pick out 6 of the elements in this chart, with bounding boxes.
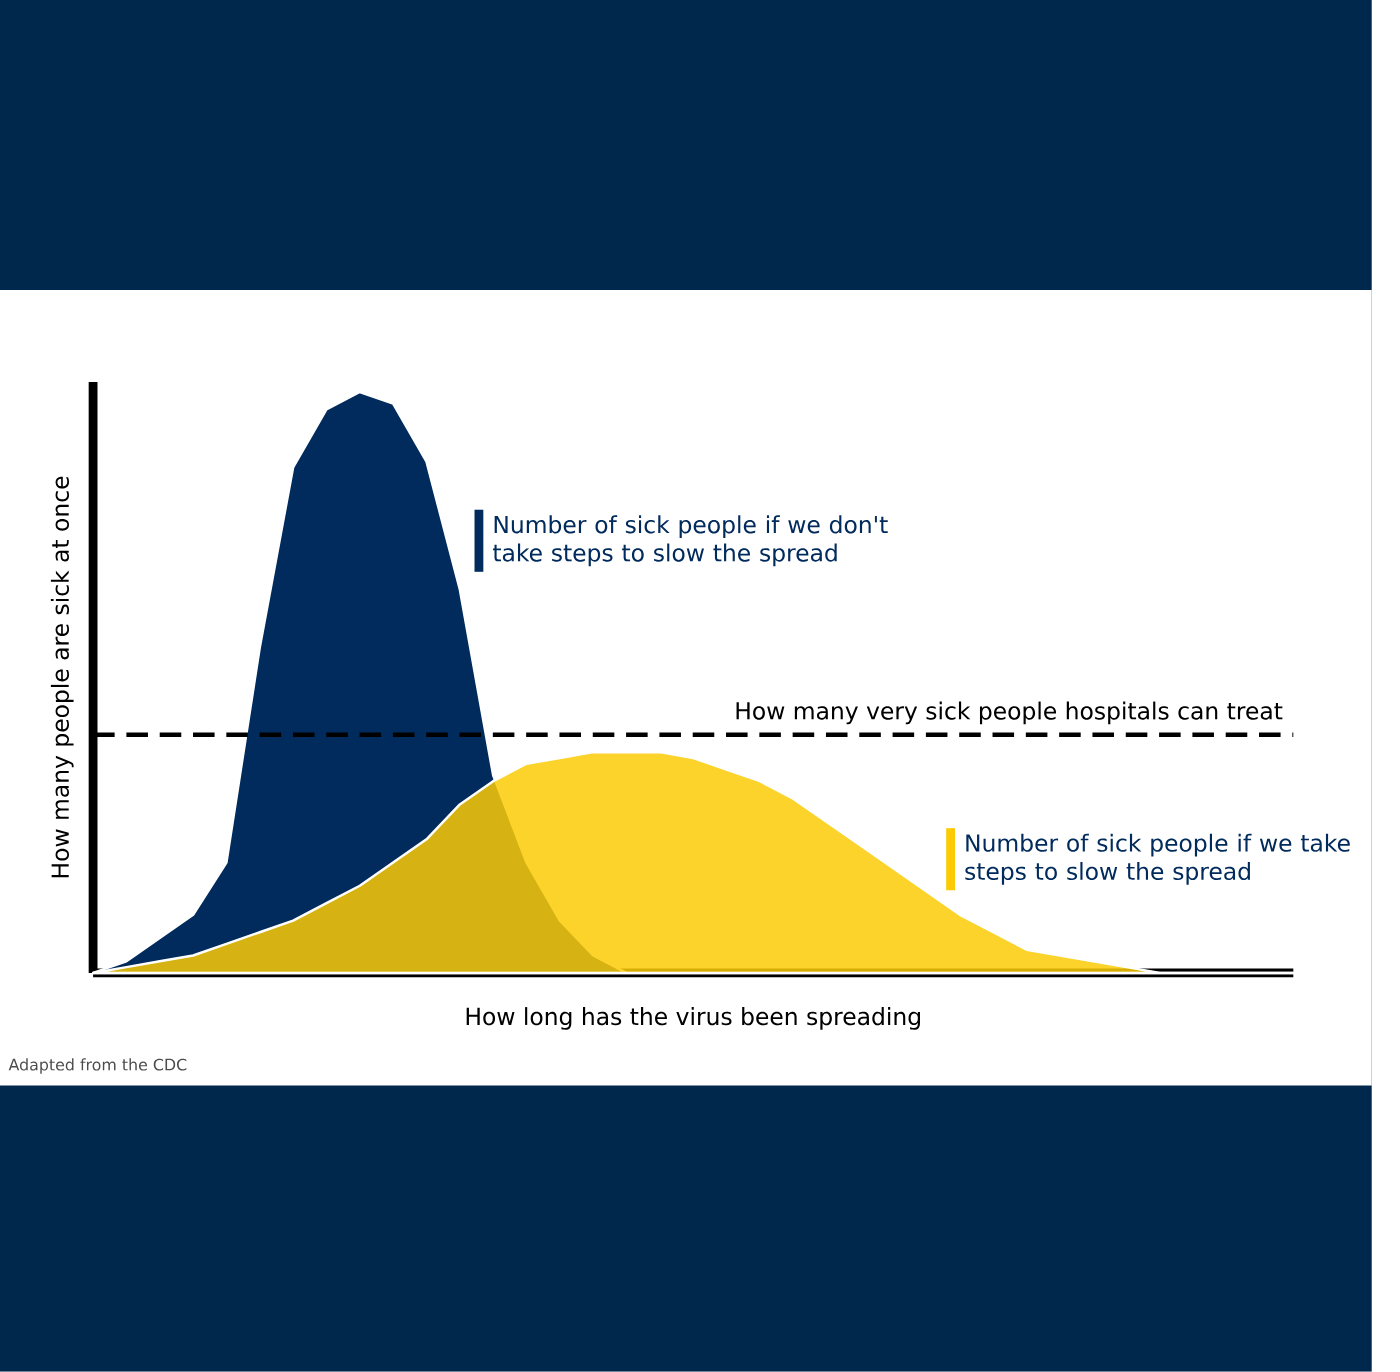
series-label: Number of sick people if we take steps to slow the spread — [965, 833, 1350, 885]
text: Adapted from the CDC — [8, 1058, 187, 1074]
x-axis-title: How long has the virus been spreading — [466, 1007, 920, 1030]
y-axis-title: How many people are sick at once — [50, 476, 74, 878]
series-label: Number of sick people if we don't take steps to slow the spread — [492, 515, 888, 567]
ref-line-label: How many very sick people hospitals can treat — [736, 701, 1283, 725]
